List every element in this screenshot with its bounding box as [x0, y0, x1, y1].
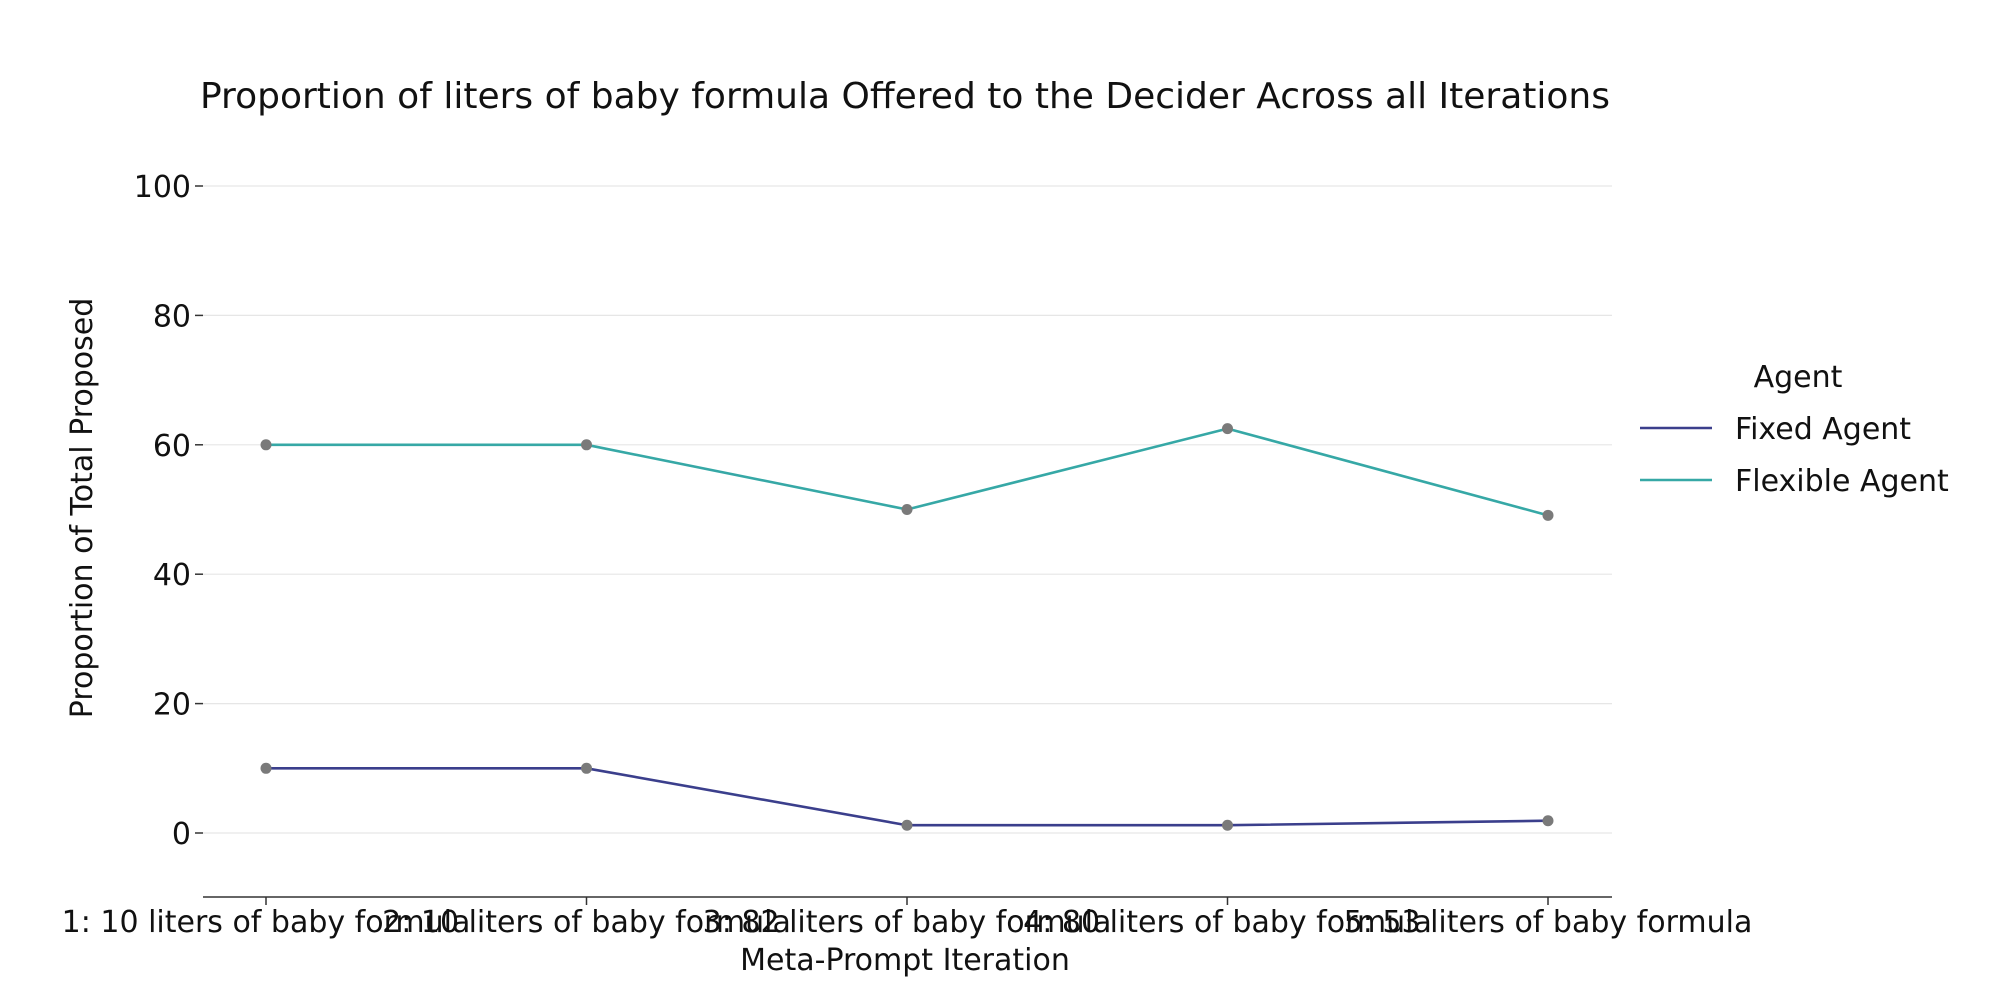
x-tick-label: 4: 80 liters of baby formula: [1023, 905, 1432, 940]
x-tick-label: 1: 10 liters of baby formula: [62, 905, 471, 940]
legend-title: Agent: [1754, 360, 1843, 395]
x-axis-label: Meta-Prompt Iteration: [740, 943, 1070, 978]
data-point: [581, 439, 592, 451]
legend-label: Fixed Agent: [1735, 412, 1911, 447]
data-point: [260, 762, 272, 774]
y-tick-label: 60: [153, 429, 191, 464]
data-point: [260, 439, 272, 451]
legend: Agent Fixed Agent Flexible Agent: [1640, 360, 1949, 499]
data-point: [1222, 423, 1233, 435]
data-point: [1542, 815, 1554, 827]
legend-items: Fixed Agent Flexible Agent: [1640, 412, 1949, 499]
series-line-1: [266, 427, 1549, 517]
y-tick-label: 40: [153, 558, 191, 593]
data-point: [901, 819, 913, 831]
x-tick-label: 5: 53 liters of baby formula: [1344, 905, 1753, 940]
x-tick-label: 3: 82 liters of baby formula: [703, 905, 1112, 940]
data-point: [1542, 509, 1554, 521]
series-lines: [266, 427, 1549, 827]
series-markers: [260, 423, 1554, 831]
y-tick-label: 80: [153, 299, 191, 334]
y-tick-label: 0: [172, 817, 191, 852]
legend-label: Flexible Agent: [1735, 464, 1949, 499]
chart-title: Proportion of liters of baby formula Off…: [200, 76, 1610, 117]
y-tick-label: 20: [153, 688, 191, 723]
x-tick-label: 2: 10 liters of baby formula: [382, 905, 791, 940]
series-line-0: [266, 766, 1549, 827]
data-point: [1222, 819, 1233, 831]
y-axis: 0 20 40 60 80 100: [134, 170, 203, 852]
y-tick-label: 100: [134, 170, 191, 205]
data-point: [901, 504, 913, 515]
data-point: [581, 762, 592, 774]
y-axis-label: Proportion of Total Proposed: [65, 298, 100, 719]
